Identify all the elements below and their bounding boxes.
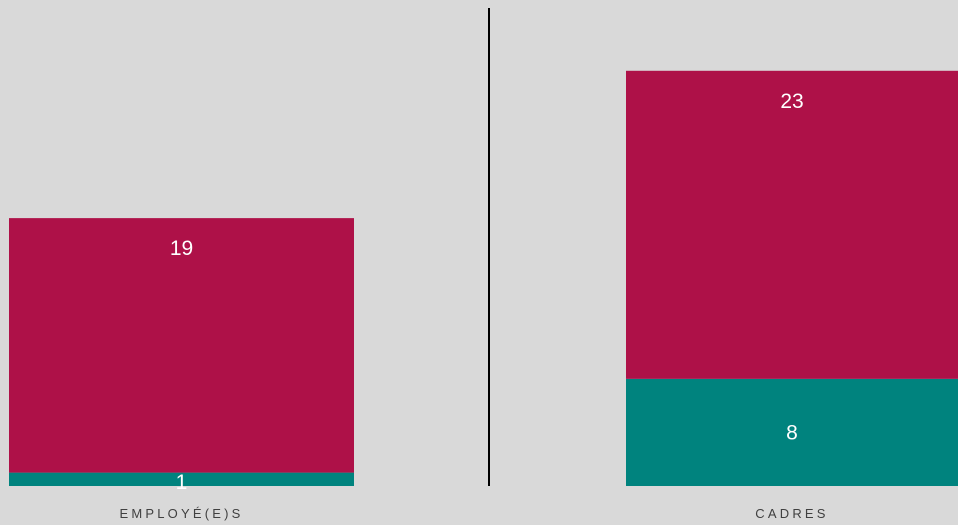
bars-layer: [9, 70, 958, 486]
data-labels-layer: 1 19 8 23: [170, 90, 804, 494]
data-label-employes-series-1: 1: [176, 471, 188, 494]
bar-segment-cadres-series-1: [626, 378, 958, 486]
data-label-employes-series-2: 19: [170, 237, 193, 260]
category-label-employes: EMPLOYÉ(E)S: [119, 506, 243, 521]
bar-segment-cadres-series-2: [626, 70, 958, 379]
bar-segment-employes-series-1: [9, 472, 354, 486]
data-label-cadres-series-2: 23: [780, 90, 803, 113]
bar-segment-employes-series-2: [9, 218, 354, 473]
category-labels-layer: EMPLOYÉ(E)S CADRES: [119, 506, 828, 521]
data-label-cadres-series-1: 8: [786, 421, 798, 444]
category-label-cadres: CADRES: [755, 506, 828, 521]
